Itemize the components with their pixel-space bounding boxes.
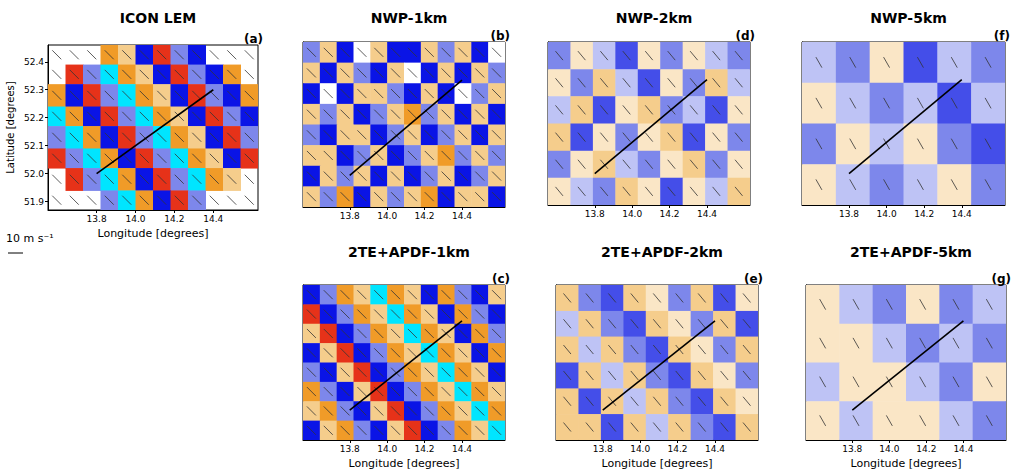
svg-text:10 m s⁻¹: 10 m s⁻¹	[6, 232, 54, 245]
svg-text:Latitude [degrees]: Latitude [degrees]	[5, 81, 16, 173]
svg-text:(e): (e)	[744, 272, 763, 286]
svg-text:52.2: 52.2	[24, 113, 44, 123]
svg-text:14.2: 14.2	[164, 214, 184, 224]
svg-text:14.0: 14.0	[630, 444, 650, 454]
svg-text:14.0: 14.0	[879, 444, 899, 454]
svg-text:14.0: 14.0	[125, 214, 145, 224]
svg-text:13.8: 13.8	[585, 209, 605, 219]
svg-text:13.8: 13.8	[340, 444, 360, 454]
svg-text:(d): (d)	[735, 29, 755, 43]
svg-text:NWP-2km: NWP-2km	[616, 10, 693, 26]
svg-text:14.4: 14.4	[452, 211, 472, 221]
svg-text:(g): (g)	[991, 272, 1011, 286]
svg-text:(f): (f)	[994, 29, 1010, 43]
svg-text:14.2: 14.2	[668, 444, 688, 454]
svg-text:(b): (b)	[490, 29, 510, 43]
svg-text:14.2: 14.2	[415, 211, 435, 221]
svg-text:2TE+APDF-2km: 2TE+APDF-2km	[601, 244, 723, 260]
svg-text:14.2: 14.2	[916, 444, 936, 454]
svg-text:13.8: 13.8	[87, 214, 107, 224]
svg-text:52.3: 52.3	[24, 85, 44, 95]
svg-text:13.8: 13.8	[593, 444, 613, 454]
svg-text:14.0: 14.0	[377, 211, 397, 221]
svg-text:14.0: 14.0	[377, 444, 397, 454]
svg-text:2TE+APDF-5km: 2TE+APDF-5km	[850, 244, 972, 260]
svg-text:14.4: 14.4	[953, 444, 973, 454]
svg-text:51.9: 51.9	[24, 197, 44, 207]
svg-text:(a): (a)	[244, 32, 263, 46]
svg-text:14.4: 14.4	[452, 444, 472, 454]
svg-text:14.4: 14.4	[952, 209, 972, 219]
svg-text:13.8: 13.8	[839, 209, 859, 219]
svg-text:Longitude [degrees]: Longitude [degrees]	[601, 457, 712, 470]
svg-text:52.0: 52.0	[24, 169, 44, 179]
svg-text:(c): (c)	[492, 272, 510, 286]
svg-text:Longitude [degrees]: Longitude [degrees]	[850, 457, 961, 470]
svg-text:14.0: 14.0	[877, 209, 897, 219]
svg-text:Longitude [degrees]: Longitude [degrees]	[97, 227, 208, 240]
svg-text:NWP-1km: NWP-1km	[371, 10, 448, 26]
svg-text:14.2: 14.2	[914, 209, 934, 219]
svg-text:14.2: 14.2	[415, 444, 435, 454]
svg-text:14.4: 14.4	[705, 444, 725, 454]
svg-text:52.4: 52.4	[24, 57, 44, 67]
svg-text:Longitude [degrees]: Longitude [degrees]	[348, 457, 459, 470]
svg-text:ICON LEM: ICON LEM	[120, 10, 196, 26]
svg-text:13.8: 13.8	[340, 211, 360, 221]
svg-text:13.8: 13.8	[842, 444, 862, 454]
svg-text:14.0: 14.0	[622, 209, 642, 219]
svg-text:14.4: 14.4	[203, 214, 223, 224]
svg-text:14.4: 14.4	[697, 209, 717, 219]
svg-text:52.1: 52.1	[24, 141, 44, 151]
svg-text:2TE+APDF-1km: 2TE+APDF-1km	[348, 244, 470, 260]
svg-text:NWP-5km: NWP-5km	[870, 10, 947, 26]
svg-text:14.2: 14.2	[660, 209, 680, 219]
